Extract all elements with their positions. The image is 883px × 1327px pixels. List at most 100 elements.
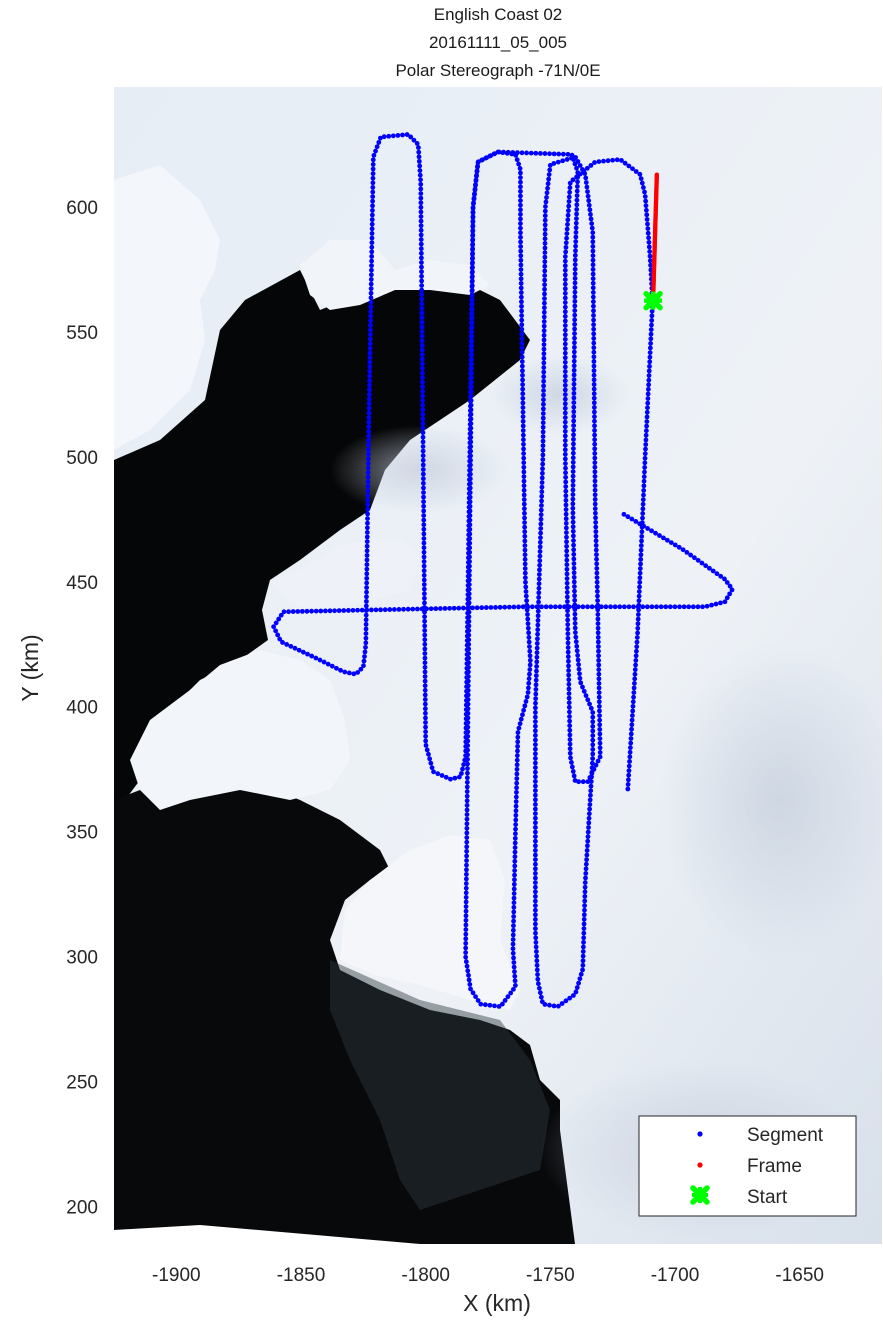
- segment-point: [419, 338, 425, 344]
- segment-point: [533, 903, 538, 909]
- segment-point: [645, 221, 650, 227]
- segment-point: [585, 779, 591, 785]
- segment-point: [562, 323, 568, 328]
- segment-point: [469, 342, 475, 348]
- segment-point: [464, 844, 470, 850]
- segment-point: [590, 262, 596, 268]
- segment-point: [567, 737, 573, 742]
- segment-point: [667, 604, 673, 610]
- segment-point: [467, 480, 473, 486]
- segment-point: [572, 588, 577, 594]
- segment-point: [327, 608, 333, 614]
- segment-point: [539, 475, 545, 481]
- segment-point: [571, 390, 577, 396]
- segment-point: [533, 907, 538, 913]
- segment-point: [420, 457, 426, 463]
- segment-point: [370, 185, 376, 190]
- segment-point: [590, 733, 596, 738]
- segment-point: [533, 696, 539, 702]
- segment-point: [563, 465, 568, 471]
- segment-point: [552, 604, 558, 610]
- segment-point: [566, 668, 571, 673]
- segment-point: [456, 774, 462, 780]
- segment-point: [410, 606, 416, 612]
- segment-point: [464, 798, 470, 804]
- segment-point: [572, 625, 578, 631]
- segment-point: [571, 773, 577, 779]
- segment-point: [649, 308, 655, 314]
- x-tick-label: -1700: [651, 1265, 700, 1286]
- segment-point: [520, 409, 526, 415]
- segment-point: [512, 854, 518, 860]
- segment-point: [562, 304, 568, 310]
- segment-point: [363, 631, 369, 636]
- segment-point: [435, 771, 441, 777]
- segment-point: [573, 639, 579, 645]
- segment-point: [590, 280, 596, 286]
- segment-point: [562, 369, 568, 374]
- segment-point: [466, 664, 471, 670]
- segment-point: [422, 600, 427, 606]
- segment-point: [537, 567, 542, 573]
- segment-point: [459, 771, 464, 776]
- segment-point: [521, 464, 527, 470]
- segment-point: [542, 282, 547, 288]
- segment-point: [464, 802, 470, 808]
- segment-point: [516, 161, 522, 167]
- segment-point: [419, 310, 425, 316]
- segment-point: [562, 451, 568, 457]
- segment-point: [572, 331, 577, 336]
- segment-point: [572, 593, 577, 599]
- segment-point: [421, 591, 427, 597]
- segment-point: [533, 843, 538, 849]
- segment-point: [367, 332, 373, 338]
- segment-point: [469, 338, 475, 344]
- segment-point: [580, 604, 586, 610]
- segment-point: [419, 365, 425, 371]
- segment-point: [517, 166, 523, 171]
- segment-point: [536, 572, 542, 577]
- segment-point: [663, 604, 669, 610]
- segment-point: [593, 524, 599, 530]
- segment-point: [463, 908, 469, 914]
- segment-point: [518, 198, 523, 203]
- segment-point: [597, 736, 603, 741]
- segment-point: [422, 618, 428, 624]
- segment-point: [538, 507, 544, 513]
- segment-point: [649, 318, 655, 323]
- segment-point: [469, 310, 475, 316]
- segment-point: [419, 278, 424, 284]
- segment-point: [630, 699, 636, 705]
- segment-point: [512, 840, 518, 846]
- segment-point: [573, 229, 579, 235]
- segment-point: [533, 825, 538, 830]
- segment-point: [551, 1003, 557, 1009]
- segment-point: [520, 418, 526, 424]
- segment-point: [541, 314, 547, 320]
- flight-track: [271, 132, 735, 1009]
- segment-point: [534, 641, 540, 646]
- segment-point: [370, 171, 376, 177]
- segment-point: [542, 250, 548, 255]
- segment-point: [647, 258, 653, 264]
- segment-point: [419, 342, 425, 348]
- segment-point: [510, 932, 516, 938]
- segment-point: [370, 203, 375, 209]
- segment-point: [418, 177, 423, 183]
- segment-point: [591, 354, 597, 360]
- segment-point: [521, 455, 527, 461]
- segment-point: [536, 985, 542, 991]
- segment-point: [420, 370, 425, 376]
- segment-point: [400, 132, 405, 138]
- segment-point: [284, 641, 290, 647]
- segment-point: [562, 401, 568, 407]
- segment-point: [562, 295, 568, 301]
- segment-point: [592, 418, 597, 424]
- segment-point: [619, 158, 624, 163]
- segment-point: [677, 604, 682, 610]
- segment-point: [642, 189, 647, 195]
- segment-point: [594, 589, 600, 594]
- segment-point: [582, 889, 588, 895]
- segment-point: [704, 603, 710, 609]
- segment-point: [592, 478, 598, 484]
